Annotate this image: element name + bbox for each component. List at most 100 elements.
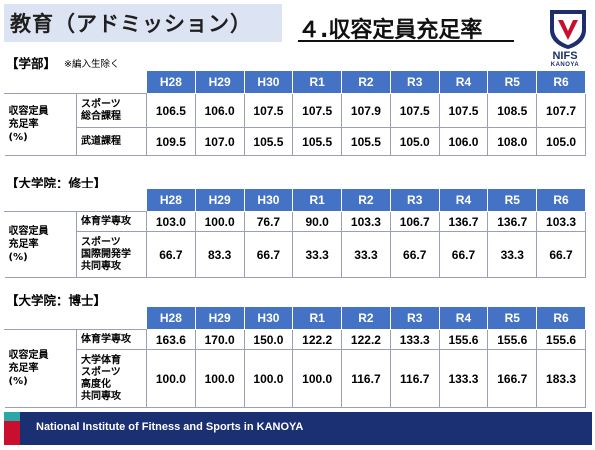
blank-header [4, 188, 147, 212]
year-header: R4 [438, 306, 489, 330]
program-name: 武道課程 [76, 127, 147, 156]
value-cell: 133.3 [389, 329, 440, 350]
value-cell: 100.0 [146, 349, 196, 408]
year-header: H28 [146, 70, 196, 94]
year-header: R1 [292, 306, 343, 330]
year-header: R3 [389, 306, 440, 330]
program-name-line: スポーツ [81, 98, 121, 110]
value-cell: 103.0 [146, 211, 196, 232]
program-name-line: 体育学専攻 [81, 333, 131, 345]
footer-accent-teal [4, 412, 20, 421]
value-cell: 109.5 [146, 127, 196, 156]
row-label-line: 収容定員 [8, 106, 49, 117]
table-header-row: H28 H29 H30 R1 R2 R3 R4 R5 R6 [4, 70, 586, 94]
year-header: H29 [194, 70, 245, 94]
value-cell: 100.0 [292, 349, 343, 408]
value-cell: 100.0 [194, 349, 245, 408]
doctoral-label: 【大学院：博士】 [6, 293, 107, 308]
row-label-line: 収容定員 [8, 226, 49, 237]
row-group-label: 収容定員 充足率 (%) [4, 211, 77, 278]
logo-subtitle: KANOYA [550, 62, 580, 68]
value-cell: 107.5 [438, 93, 489, 128]
table-row: 収容定員 充足率 (%) 体育学専攻 163.6 170.0 150.0 122… [4, 329, 586, 408]
year-header: R2 [341, 306, 391, 330]
value-cell: 106.5 [146, 93, 196, 128]
value-cell: 107.5 [389, 93, 440, 128]
value-cell: 83.3 [194, 231, 245, 278]
value-cell: 103.3 [341, 211, 391, 232]
value-cell: 100.0 [194, 211, 245, 232]
table-row: 収容定員 充足率 (%) スポーツ 総合課程 106.5 106.0 107.5… [4, 93, 586, 156]
value-cell: 76.7 [243, 211, 294, 232]
year-header: H28 [146, 306, 196, 330]
row-group-label: 収容定員 充足率 (%) [4, 329, 77, 408]
year-header: H29 [194, 188, 245, 212]
value-cell: 66.7 [146, 231, 196, 278]
value-cell: 107.7 [536, 93, 586, 128]
value-cell: 33.3 [292, 231, 343, 278]
nifs-logo-icon [550, 10, 586, 49]
program-name-line: 国際開発学 [81, 248, 131, 260]
year-header: H28 [146, 188, 196, 212]
value-cell: 107.9 [341, 93, 391, 128]
program-name-line: 共同専攻 [81, 260, 121, 272]
row-label-line: 充足率 [8, 363, 39, 374]
section-title: 教育（アドミッション） [10, 12, 252, 36]
value-cell: 155.6 [536, 329, 586, 350]
value-cell: 66.7 [389, 231, 440, 278]
value-cell: 105.5 [341, 127, 391, 156]
year-header: R6 [536, 306, 586, 330]
value-cell: 122.2 [292, 329, 343, 350]
blank-header [4, 306, 147, 330]
value-cell: 90.0 [292, 211, 343, 232]
value-cell: 33.3 [487, 231, 538, 278]
blank-header [4, 70, 147, 94]
value-cell: 136.7 [438, 211, 489, 232]
program-name: 体育学専攻 [76, 211, 147, 232]
value-cell: 66.7 [438, 231, 489, 278]
table-header-row: H28 H29 H30 R1 R2 R3 R4 R5 R6 [4, 306, 586, 330]
value-cell: 66.7 [536, 231, 586, 278]
value-cell: 106.7 [389, 211, 440, 232]
year-header: R6 [536, 188, 586, 212]
value-cell: 107.5 [292, 93, 343, 128]
value-cell: 183.3 [536, 349, 586, 408]
program-name: スポーツ 総合課程 [76, 93, 147, 128]
year-header: R2 [341, 188, 391, 212]
value-cell: 66.7 [243, 231, 294, 278]
value-cell: 105.0 [536, 127, 586, 156]
undergrad-note: ※編入生除く [64, 59, 120, 70]
value-cell: 136.7 [487, 211, 538, 232]
row-label-line: (%) [8, 252, 28, 263]
value-cell: 105.0 [389, 127, 440, 156]
value-cell: 108.5 [487, 93, 538, 128]
program-name-line: 共同専攻 [81, 390, 121, 402]
year-header: R3 [389, 70, 440, 94]
program-name-line: スポーツ [81, 366, 121, 378]
program-name-line: 高度化 [81, 378, 111, 390]
year-header: R5 [487, 70, 538, 94]
program-name-line: 大学体育 [81, 354, 121, 366]
value-cell: 163.6 [146, 329, 196, 350]
year-header: H30 [243, 70, 294, 94]
title-underline [298, 40, 514, 42]
footer-text: National Institute of Fitness and Sports… [36, 421, 304, 433]
program-name-line: 体育学専攻 [81, 215, 131, 227]
year-header: R3 [389, 188, 440, 212]
value-cell: 155.6 [487, 329, 538, 350]
year-header: R4 [438, 70, 489, 94]
row-group-label: 収容定員 充足率 (%) [4, 93, 77, 156]
table-row: 収容定員 充足率 (%) 体育学専攻 103.0 100.0 76.7 90.0… [4, 211, 586, 278]
program-name-line: 武道課程 [81, 135, 121, 147]
year-header: R4 [438, 188, 489, 212]
value-cell: 105.5 [243, 127, 294, 156]
logo-name: NIFS [552, 50, 578, 62]
value-cell: 100.0 [243, 349, 294, 408]
value-cell: 105.5 [292, 127, 343, 156]
value-cell: 116.7 [389, 349, 440, 408]
row-label-line: (%) [8, 132, 28, 143]
year-header: H30 [243, 188, 294, 212]
value-cell: 166.7 [487, 349, 538, 408]
undergrad-label: 【学部】 [6, 56, 57, 71]
value-cell: 170.0 [194, 329, 245, 350]
